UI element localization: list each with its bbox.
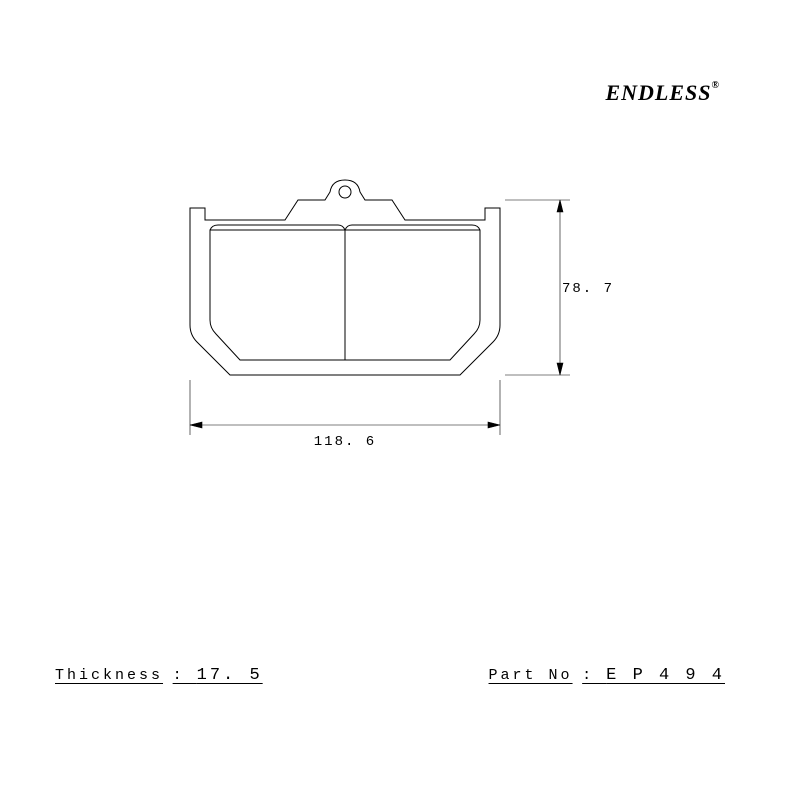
thickness-value: 17. 5	[197, 666, 263, 685]
part-number-info: Part No : E P 4 9 4	[489, 666, 725, 685]
thickness-info: Thickness : 17. 5	[55, 666, 263, 685]
part-number-separator: :	[582, 667, 606, 684]
thickness-separator: :	[173, 667, 197, 684]
thickness-label: Thickness	[55, 667, 163, 684]
brake-pad-svg: 118. 6 78. 7	[150, 170, 650, 530]
brand-logo: ENDLESS®	[605, 80, 720, 106]
width-dimension-value: 118. 6	[314, 434, 376, 450]
technical-drawing: 118. 6 78. 7	[150, 170, 650, 530]
registered-mark: ®	[712, 80, 720, 91]
part-number-label: Part No	[489, 667, 573, 684]
brand-name: ENDLESS	[605, 80, 711, 105]
height-dimension-value: 78. 7	[562, 281, 614, 297]
part-number-value: E P 4 9 4	[606, 666, 725, 685]
